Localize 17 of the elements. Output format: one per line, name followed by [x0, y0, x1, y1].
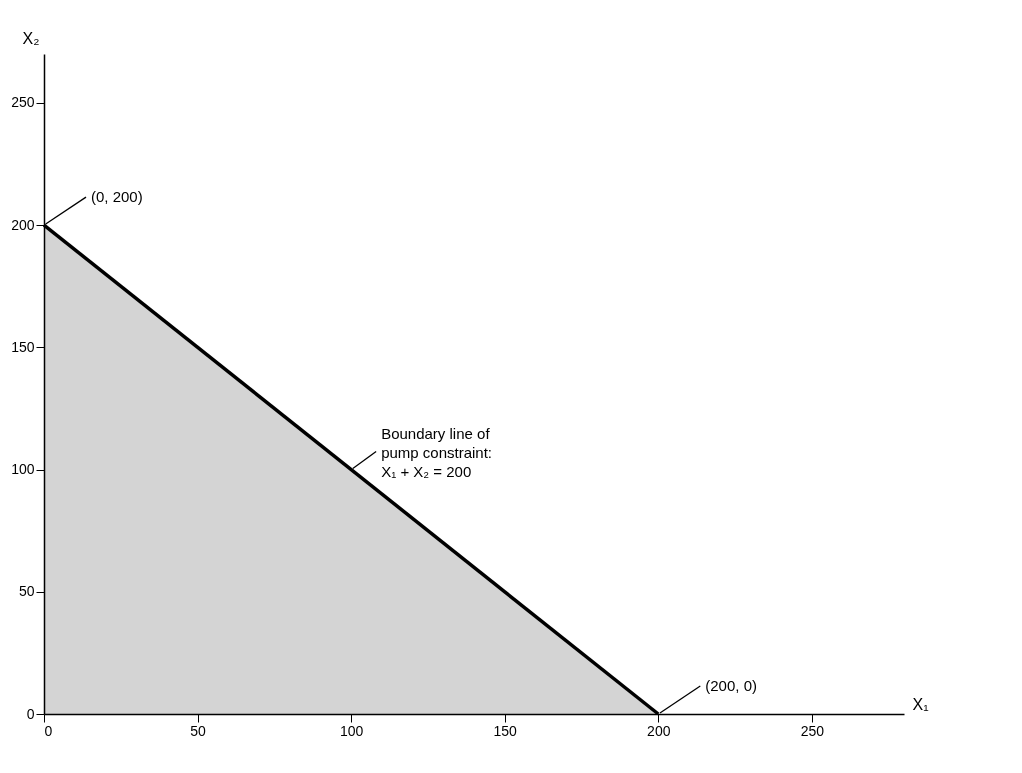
y-tick-label: 150 [11, 338, 35, 355]
x-tick-label: 250 [800, 722, 825, 739]
x-axis-title: X₁ [912, 695, 929, 713]
y-tick-label: 200 [11, 216, 35, 233]
y-tick-label: 100 [11, 461, 35, 478]
x-tick-label: 100 [339, 722, 364, 739]
y-tick-label: 50 [18, 583, 35, 600]
x-tick-label: 150 [493, 722, 518, 739]
x-tick-label: 0 [44, 722, 53, 739]
y-tick-label: 0 [26, 705, 35, 722]
y-axis-title: X₂ [22, 29, 40, 47]
y-tick-label: 250 [11, 94, 35, 111]
annotation: Boundary line of pump constraint: X₁ + X₂ = 200 [381, 424, 493, 480]
x-tick-label: 50 [190, 722, 207, 739]
annotation: (0, 200) [91, 188, 143, 206]
x-tick-label: 200 [647, 722, 671, 739]
annotation: (200, 0) [705, 677, 757, 694]
